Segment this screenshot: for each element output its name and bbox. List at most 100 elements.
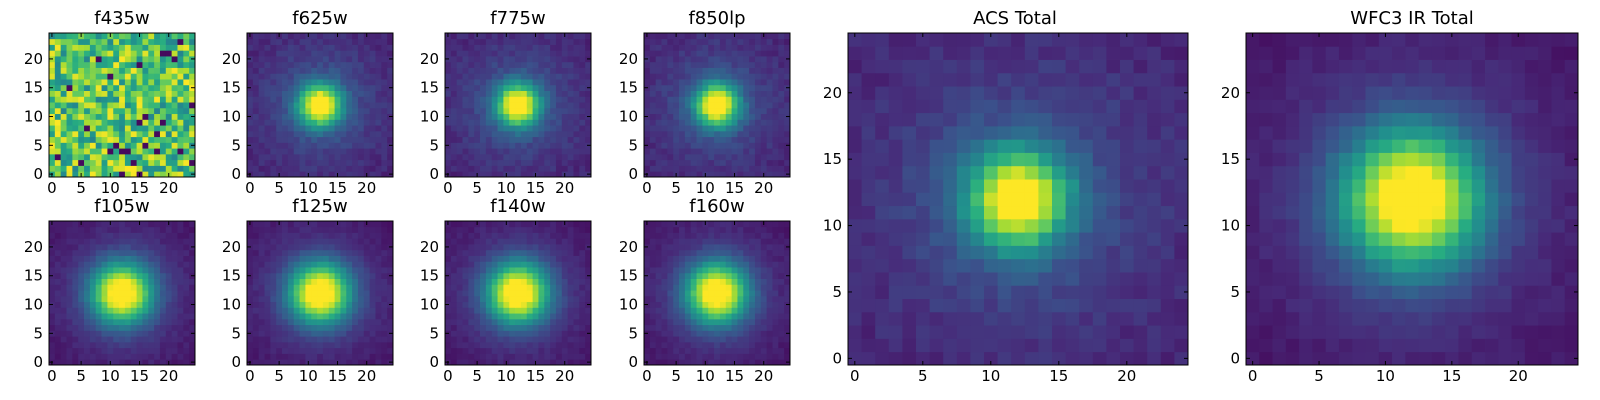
heatmap-cell (731, 56, 738, 63)
heatmap-cell (154, 148, 161, 155)
heatmap-cell (673, 153, 680, 161)
heatmap-cell (328, 56, 335, 63)
heatmap-cell (136, 67, 143, 74)
heatmap-cell (107, 119, 114, 126)
heatmap-cell (148, 159, 155, 166)
heatmap-cell (649, 165, 657, 172)
heatmap-cell (346, 347, 353, 354)
heatmap-cell (148, 153, 155, 161)
heatmap-cell (474, 125, 481, 132)
heatmap-cell (684, 272, 692, 279)
heatmap-cell (485, 238, 493, 245)
heatmap-cell (54, 336, 62, 343)
heatmap-cell (725, 290, 732, 297)
heatmap-cell (124, 347, 132, 354)
heatmap-cell (340, 73, 347, 80)
heatmap-cell (538, 267, 545, 274)
heatmap-cell (509, 56, 516, 63)
heatmap-cell (544, 130, 551, 138)
heatmap-cell (462, 96, 469, 103)
heatmap-cell (317, 284, 324, 291)
heatmap-cell (369, 307, 376, 314)
heatmap-cell (130, 165, 137, 172)
heatmap-cell (72, 249, 79, 256)
heatmap-cell (468, 33, 475, 40)
heatmap-cell (696, 136, 703, 143)
heatmap-cell (177, 330, 184, 337)
heatmap-cell (375, 61, 382, 68)
heatmap-cell (322, 295, 330, 303)
heatmap-cell (684, 119, 692, 126)
heatmap-cell (282, 159, 289, 166)
heatmap-cell (363, 84, 371, 91)
heatmap-cell (165, 278, 173, 285)
heatmap-cell (252, 249, 260, 256)
heatmap-cell (322, 278, 330, 285)
heatmap-cell (708, 165, 715, 172)
heatmap-cell (679, 148, 686, 155)
heatmap-cell (585, 96, 592, 103)
heatmap-cell (154, 67, 161, 74)
heatmap-cell (655, 130, 662, 138)
heatmap-cell (503, 67, 510, 74)
heatmap-cell (561, 125, 569, 132)
heatmap-cell (509, 73, 516, 80)
heatmap-cell (264, 290, 271, 297)
heatmap-cell (322, 353, 330, 360)
heatmap-cell (299, 67, 306, 74)
heatmap-cell (679, 73, 686, 80)
heatmap-cell (480, 341, 487, 349)
heatmap-cell (165, 307, 173, 314)
heatmap-cell (369, 284, 376, 291)
heatmap-cell (165, 313, 173, 320)
heatmap-cell (171, 102, 178, 109)
heatmap-cell (655, 136, 662, 143)
heatmap-cell (352, 272, 359, 279)
heatmap-cell (270, 125, 277, 132)
heatmap-cell (725, 318, 732, 326)
heatmap-cell (485, 301, 493, 308)
heatmap-cell (183, 84, 190, 91)
heatmap-cell (113, 148, 120, 155)
heatmap-cell (72, 61, 79, 68)
heatmap-cell (357, 148, 365, 155)
heatmap-cell (497, 113, 504, 120)
heatmap-cell (287, 318, 295, 326)
heatmap-cell (725, 359, 732, 366)
heatmap-cell (78, 307, 85, 314)
heatmap-cell (667, 278, 674, 285)
heatmap-cell (84, 102, 91, 109)
heatmap-cell (468, 359, 475, 366)
heatmap-cell (101, 50, 108, 57)
heatmap-cell (276, 226, 283, 233)
heatmap-cell (387, 119, 394, 126)
heatmap-cell (334, 226, 341, 233)
heatmap-cell (491, 301, 498, 308)
heatmap-cell (497, 261, 504, 268)
heatmap-cell (579, 295, 586, 303)
heatmap-cell (317, 318, 324, 326)
heatmap-cell (352, 255, 359, 262)
heatmap-cell (264, 261, 271, 268)
heatmap-cell (72, 353, 79, 360)
heatmap-cell (258, 159, 265, 166)
heatmap-cell (264, 142, 271, 149)
heatmap-cell (357, 73, 365, 80)
heatmap-cell (538, 255, 545, 262)
heatmap-cell (749, 284, 756, 291)
heatmap-cell (714, 171, 721, 178)
heatmap-cell (247, 107, 254, 115)
heatmap-cell (177, 336, 184, 343)
heatmap-cell (171, 50, 178, 57)
heatmap-cell (247, 261, 254, 268)
heatmap-cell (381, 90, 388, 97)
heatmap-cell (555, 38, 563, 45)
heatmap-cell (78, 61, 85, 68)
heatmap-cell (352, 249, 359, 256)
heatmap-cell (357, 359, 365, 366)
heatmap-cell (282, 244, 289, 251)
heatmap-cell (509, 171, 516, 178)
heatmap-cell (515, 301, 522, 308)
heatmap-cell (154, 56, 161, 63)
heatmap-cell (450, 73, 458, 80)
